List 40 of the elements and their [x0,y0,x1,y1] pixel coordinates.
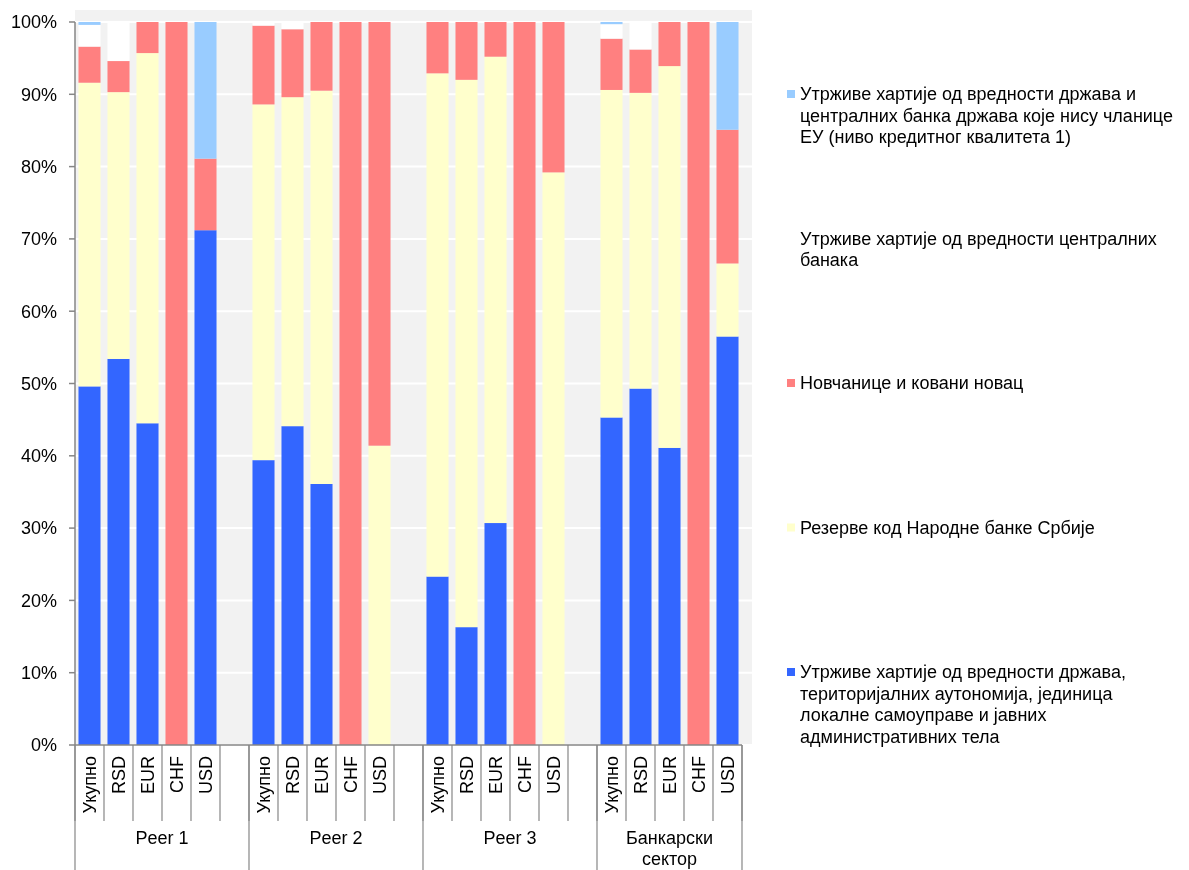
x-tick-label: RSD [456,756,477,795]
y-tick-label: 0% [30,735,57,756]
x-tick-label: USD [543,756,564,795]
x-tick-label: CHF [514,756,535,793]
text: Peer 2 [309,828,363,849]
x-tick-label: Укупно [427,756,448,814]
y-tick-label: 60% [20,301,57,322]
x-tick-label: RSD [108,756,129,795]
x-tick-label: Укупно [79,756,100,814]
x-tick-label: EUR [311,756,332,795]
x-tick-label: USD [369,756,390,795]
y-tick-label: 20% [20,590,57,611]
y-tick-label: 30% [20,518,57,539]
text: Peer 3 [483,828,537,849]
x-tick-label: CHF [166,756,187,793]
y-tick-label: 40% [20,446,57,467]
x-tick-label: USD [195,756,216,795]
y-tick-label: 90% [20,84,57,105]
y-tick-label: 10% [20,663,57,683]
x-tick-label: EUR [659,756,680,795]
x-tick-label: RSD [630,756,651,795]
x-tick-label: Укупно [601,756,622,814]
legend-label: Утрживе хартије од вредности држава, територијалних аутономија, јединица локалне самоуправе и јавних административних тела [800,662,1126,747]
text: Peer 1 [135,828,189,849]
legend-label: Резерве код Народне банке Србије [800,517,1095,538]
x-tick-label: CHF [688,756,709,793]
x-tick-label: EUR [137,756,158,795]
x-tick-label: RSD [282,756,303,795]
x-tick-label: CHF [340,756,361,793]
y-tick-label: 70% [20,229,57,250]
legend-label: Утрживе хартије од вредности држава и централних банка држава које нису чланице ЕУ (ниво кредитног квалитета 1) [800,84,1173,148]
text: Утрживе хартије од вредности централних банака [800,228,1157,271]
x-tick-label: USD [717,756,738,795]
x-tick-label: EUR [485,756,506,795]
x-tick-label: Укупно [253,756,274,814]
y-tick-label: 50% [20,373,57,394]
y-tick-label: 80% [20,156,57,177]
text: Банкарски сектор [626,828,713,870]
legend-label: Новчанице и ковани новац [800,373,1024,394]
y-tick-label: 100% [10,12,57,33]
